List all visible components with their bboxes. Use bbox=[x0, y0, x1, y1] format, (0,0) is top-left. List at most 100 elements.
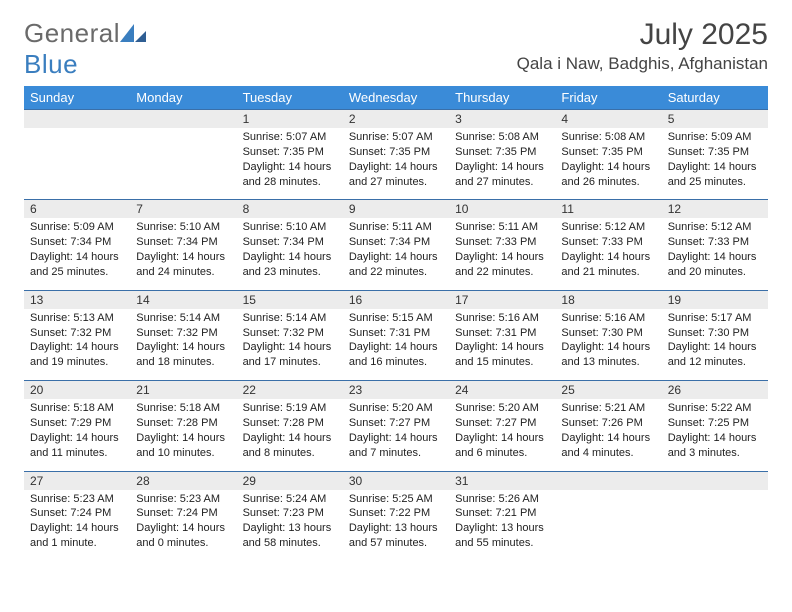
day-number: 23 bbox=[343, 381, 449, 399]
sunrise-text: Sunrise: 5:22 AM bbox=[668, 401, 762, 416]
day-number: 24 bbox=[449, 381, 555, 399]
calendar-header: SundayMondayTuesdayWednesdayThursdayFrid… bbox=[24, 86, 768, 110]
day-number-cell: 8 bbox=[237, 200, 343, 219]
sunrise-text: Sunrise: 5:11 AM bbox=[349, 220, 443, 235]
sunset-text: Sunset: 7:24 PM bbox=[136, 506, 230, 521]
weekday-header: Wednesday bbox=[343, 86, 449, 110]
sunrise-text: Sunrise: 5:23 AM bbox=[136, 492, 230, 507]
sunrise-text: Sunrise: 5:11 AM bbox=[455, 220, 549, 235]
day-info-cell: Sunrise: 5:14 AMSunset: 7:32 PMDaylight:… bbox=[237, 309, 343, 381]
sunset-text: Sunset: 7:22 PM bbox=[349, 506, 443, 521]
day-number-cell: 26 bbox=[662, 381, 768, 400]
sunset-text: Sunset: 7:33 PM bbox=[668, 235, 762, 250]
day-info-cell: Sunrise: 5:19 AMSunset: 7:28 PMDaylight:… bbox=[237, 399, 343, 471]
day-info-cell: Sunrise: 5:14 AMSunset: 7:32 PMDaylight:… bbox=[130, 309, 236, 381]
daylight-text: Daylight: 14 hours and 11 minutes. bbox=[30, 431, 124, 461]
sunset-text: Sunset: 7:25 PM bbox=[668, 416, 762, 431]
sunset-text: Sunset: 7:32 PM bbox=[30, 326, 124, 341]
day-number-cell: 28 bbox=[130, 471, 236, 490]
weekday-header: Sunday bbox=[24, 86, 130, 110]
day-number-cell: 4 bbox=[555, 110, 661, 129]
day-info-cell: Sunrise: 5:09 AMSunset: 7:35 PMDaylight:… bbox=[662, 128, 768, 200]
day-info-cell: Sunrise: 5:10 AMSunset: 7:34 PMDaylight:… bbox=[130, 218, 236, 290]
daylight-text: Daylight: 14 hours and 4 minutes. bbox=[561, 431, 655, 461]
brand-name-b: Blue bbox=[24, 49, 78, 79]
day-info-cell: Sunrise: 5:22 AMSunset: 7:25 PMDaylight:… bbox=[662, 399, 768, 471]
day-number-cell: 7 bbox=[130, 200, 236, 219]
daylight-text: Daylight: 14 hours and 20 minutes. bbox=[668, 250, 762, 280]
day-number: 2 bbox=[343, 110, 449, 128]
sunrise-text: Sunrise: 5:12 AM bbox=[668, 220, 762, 235]
daylight-text: Daylight: 14 hours and 25 minutes. bbox=[668, 160, 762, 190]
day-number: 30 bbox=[343, 472, 449, 490]
day-number: 7 bbox=[130, 200, 236, 218]
day-number-cell: 29 bbox=[237, 471, 343, 490]
daylight-text: Daylight: 14 hours and 27 minutes. bbox=[455, 160, 549, 190]
calendar-table: SundayMondayTuesdayWednesdayThursdayFrid… bbox=[24, 86, 768, 561]
daylight-text: Daylight: 14 hours and 21 minutes. bbox=[561, 250, 655, 280]
day-info-cell: Sunrise: 5:23 AMSunset: 7:24 PMDaylight:… bbox=[130, 490, 236, 561]
month-title: July 2025 bbox=[517, 18, 768, 52]
daylight-text: Daylight: 14 hours and 25 minutes. bbox=[30, 250, 124, 280]
weekday-header: Thursday bbox=[449, 86, 555, 110]
daylight-text: Daylight: 14 hours and 23 minutes. bbox=[243, 250, 337, 280]
daylight-text: Daylight: 13 hours and 55 minutes. bbox=[455, 521, 549, 551]
weekday-header: Tuesday bbox=[237, 86, 343, 110]
brand-logo: General Blue bbox=[24, 18, 146, 80]
sunrise-text: Sunrise: 5:09 AM bbox=[668, 130, 762, 145]
day-info-cell: Sunrise: 5:07 AMSunset: 7:35 PMDaylight:… bbox=[237, 128, 343, 200]
sunset-text: Sunset: 7:30 PM bbox=[668, 326, 762, 341]
sunrise-text: Sunrise: 5:18 AM bbox=[30, 401, 124, 416]
day-number-cell: 23 bbox=[343, 381, 449, 400]
day-number: 17 bbox=[449, 291, 555, 309]
day-info-cell: Sunrise: 5:16 AMSunset: 7:31 PMDaylight:… bbox=[449, 309, 555, 381]
day-number-cell: 5 bbox=[662, 110, 768, 129]
day-number: 21 bbox=[130, 381, 236, 399]
day-info-cell: Sunrise: 5:10 AMSunset: 7:34 PMDaylight:… bbox=[237, 218, 343, 290]
sunset-text: Sunset: 7:34 PM bbox=[243, 235, 337, 250]
day-number-cell: 31 bbox=[449, 471, 555, 490]
day-number-cell: 21 bbox=[130, 381, 236, 400]
day-number: 19 bbox=[662, 291, 768, 309]
sunrise-text: Sunrise: 5:15 AM bbox=[349, 311, 443, 326]
day-number: 9 bbox=[343, 200, 449, 218]
day-info-cell: Sunrise: 5:12 AMSunset: 7:33 PMDaylight:… bbox=[555, 218, 661, 290]
day-number-cell: 18 bbox=[555, 290, 661, 309]
day-number-cell: 11 bbox=[555, 200, 661, 219]
day-number-cell: 16 bbox=[343, 290, 449, 309]
daylight-text: Daylight: 14 hours and 28 minutes. bbox=[243, 160, 337, 190]
day-info-cell: Sunrise: 5:11 AMSunset: 7:34 PMDaylight:… bbox=[343, 218, 449, 290]
daylight-text: Daylight: 14 hours and 24 minutes. bbox=[136, 250, 230, 280]
daylight-text: Daylight: 14 hours and 8 minutes. bbox=[243, 431, 337, 461]
day-info-cell: Sunrise: 5:18 AMSunset: 7:28 PMDaylight:… bbox=[130, 399, 236, 471]
day-number-cell: 20 bbox=[24, 381, 130, 400]
sunset-text: Sunset: 7:34 PM bbox=[136, 235, 230, 250]
day-number: 14 bbox=[130, 291, 236, 309]
day-number: 28 bbox=[130, 472, 236, 490]
sunrise-text: Sunrise: 5:18 AM bbox=[136, 401, 230, 416]
location: Qala i Naw, Badghis, Afghanistan bbox=[517, 54, 768, 74]
day-number: 29 bbox=[237, 472, 343, 490]
day-number: 12 bbox=[662, 200, 768, 218]
day-number: 25 bbox=[555, 381, 661, 399]
day-number-cell: 10 bbox=[449, 200, 555, 219]
sunrise-text: Sunrise: 5:07 AM bbox=[349, 130, 443, 145]
day-info-cell bbox=[555, 490, 661, 561]
sunset-text: Sunset: 7:28 PM bbox=[243, 416, 337, 431]
day-info-cell: Sunrise: 5:08 AMSunset: 7:35 PMDaylight:… bbox=[555, 128, 661, 200]
day-number-cell: 14 bbox=[130, 290, 236, 309]
day-info-cell: Sunrise: 5:09 AMSunset: 7:34 PMDaylight:… bbox=[24, 218, 130, 290]
day-info-cell: Sunrise: 5:21 AMSunset: 7:26 PMDaylight:… bbox=[555, 399, 661, 471]
daylight-text: Daylight: 14 hours and 15 minutes. bbox=[455, 340, 549, 370]
daylight-text: Daylight: 14 hours and 18 minutes. bbox=[136, 340, 230, 370]
sunset-text: Sunset: 7:35 PM bbox=[243, 145, 337, 160]
daylight-text: Daylight: 14 hours and 27 minutes. bbox=[349, 160, 443, 190]
sunset-text: Sunset: 7:30 PM bbox=[561, 326, 655, 341]
sunset-text: Sunset: 7:34 PM bbox=[30, 235, 124, 250]
sunrise-text: Sunrise: 5:07 AM bbox=[243, 130, 337, 145]
day-number: 22 bbox=[237, 381, 343, 399]
daylight-text: Daylight: 14 hours and 1 minute. bbox=[30, 521, 124, 551]
sunrise-text: Sunrise: 5:14 AM bbox=[243, 311, 337, 326]
brand-name: General Blue bbox=[24, 18, 146, 80]
title-block: July 2025 Qala i Naw, Badghis, Afghanist… bbox=[517, 18, 768, 74]
